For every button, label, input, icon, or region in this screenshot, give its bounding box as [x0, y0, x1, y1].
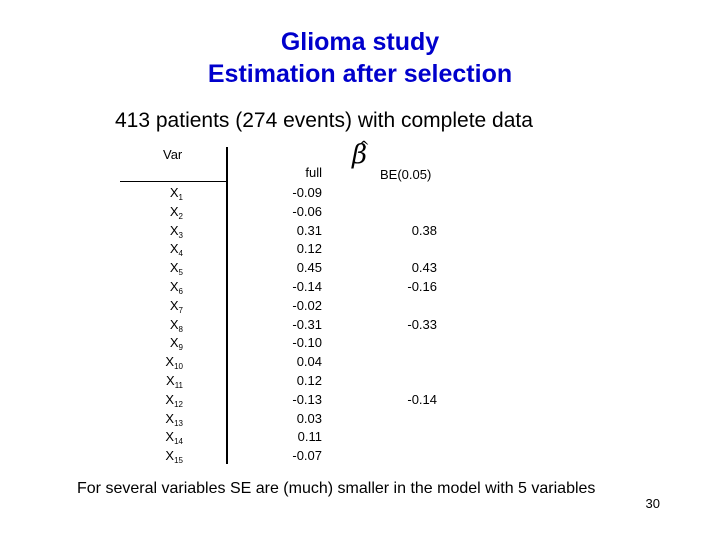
var-letter: X	[169, 335, 179, 351]
slide-subtitle: 413 patients (274 events) with complete …	[115, 109, 533, 132]
var-letter: X	[165, 429, 175, 445]
be-cell	[376, 410, 437, 428]
be-cell	[376, 240, 437, 258]
full-cell: 0.11	[297, 429, 322, 445]
var-cell: X7	[123, 297, 183, 315]
be-cell	[376, 372, 437, 390]
be-cell: -0.33	[407, 316, 437, 332]
var-letter: X	[169, 297, 179, 313]
var-subscript: 11	[174, 381, 183, 390]
var-subscript: 15	[174, 456, 183, 466]
var-subscript: 4	[178, 249, 183, 259]
page-number: 30	[645, 496, 660, 511]
full-cell: -0.13	[292, 391, 322, 407]
var-letter: X	[165, 354, 175, 370]
var-cell: X4	[123, 240, 183, 258]
slide-title: Glioma study	[280, 28, 440, 56]
full-cell: -0.14	[292, 279, 322, 294]
header-be: BE(0.05)	[380, 167, 432, 182]
var-letter: X	[169, 241, 179, 257]
var-subscript: 1	[178, 193, 183, 202]
slide-title-line-2: Estimation after selection	[207, 60, 513, 88]
full-cell: -0.31	[292, 316, 322, 332]
var-subscript: 10	[174, 362, 183, 372]
be-cell: -0.16	[407, 279, 437, 294]
header-full: full	[305, 165, 322, 180]
be-cell: 0.38	[411, 222, 437, 238]
full-cell: -0.09	[292, 185, 322, 200]
var-cell: X9	[123, 334, 183, 352]
var-letter: X	[166, 373, 175, 388]
var-cell: X10	[123, 353, 183, 371]
var-cell: X2	[123, 203, 183, 221]
full-cell: 0.45	[296, 260, 322, 276]
full-cell: -0.10	[292, 335, 322, 351]
var-cell: X14	[123, 428, 183, 446]
full-cell: 0.12	[296, 373, 322, 388]
full-cell: -0.06	[292, 203, 322, 219]
var-letter: X	[165, 391, 175, 407]
var-subscript: 7	[178, 305, 183, 315]
var-letter: X	[169, 203, 179, 219]
full-cell: 0.12	[296, 241, 322, 257]
var-cell: X15	[123, 447, 183, 465]
var-letter: X	[169, 279, 179, 294]
var-cell: X8	[123, 316, 183, 334]
var-subscript: 2	[178, 211, 183, 221]
header-underline	[120, 181, 226, 182]
be-cell	[376, 428, 437, 446]
var-cell: X1	[123, 184, 183, 202]
full-cell: 0.03	[296, 410, 322, 426]
be-cell	[376, 203, 437, 221]
header-beta-hat: ^ β	[352, 139, 370, 170]
var-subscript: 6	[178, 287, 183, 296]
be-cell	[376, 447, 437, 465]
var-cell: X11	[123, 372, 183, 390]
full-cell: -0.07	[292, 448, 322, 464]
be-cell	[376, 184, 437, 202]
column-divider	[226, 147, 228, 464]
var-cell: X12	[123, 391, 183, 409]
var-cell: X5	[123, 259, 183, 277]
var-cell: X6	[123, 278, 183, 296]
full-cell: -0.02	[292, 297, 322, 313]
full-cell: 0.04	[296, 354, 322, 370]
var-letter: X	[165, 448, 175, 464]
var-subscript: 5	[178, 268, 183, 278]
var-letter: X	[165, 410, 175, 426]
var-cell: X3	[123, 222, 183, 240]
var-letter: X	[169, 185, 179, 200]
var-subscript: 9	[178, 343, 183, 353]
var-subscript: 14	[174, 437, 183, 447]
var-subscript: 12	[174, 399, 183, 409]
beta-hat-accent: ^	[358, 139, 370, 155]
var-cell: X13	[123, 410, 183, 428]
var-subscript: 13	[174, 418, 183, 428]
be-cell: -0.14	[407, 391, 437, 407]
header-var: Var	[163, 147, 183, 162]
be-cell: 0.43	[411, 260, 437, 276]
var-subscript: 3	[178, 230, 183, 240]
footer-note: For several variables SE are (much) smal…	[77, 480, 596, 497]
be-cell	[376, 353, 437, 371]
beta-symbol: β	[352, 140, 368, 170]
be-cell	[376, 334, 437, 352]
var-subscript: 8	[178, 324, 183, 334]
var-letter: X	[169, 260, 179, 276]
var-letter: X	[169, 222, 179, 238]
var-letter: X	[169, 316, 179, 332]
full-cell: 0.31	[296, 222, 322, 238]
be-cell	[376, 297, 437, 315]
